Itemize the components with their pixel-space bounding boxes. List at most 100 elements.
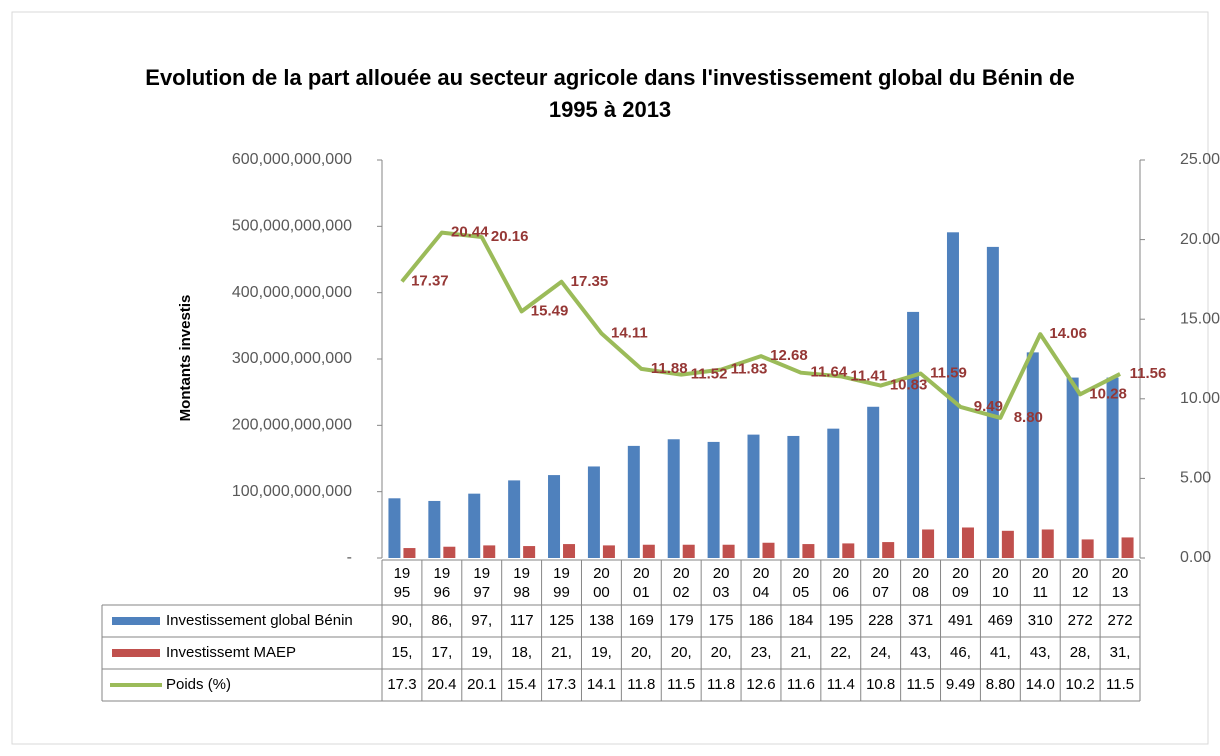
table-cell: 20, xyxy=(671,644,692,661)
bar xyxy=(548,475,561,558)
bar xyxy=(867,406,880,558)
x-tick-label: 2005 xyxy=(792,565,810,601)
y2-tick-label: 15.00 xyxy=(1180,310,1220,327)
y2-tick-label: 5.00 xyxy=(1180,470,1211,487)
bar xyxy=(523,546,536,558)
data-label: 14.11 xyxy=(611,324,648,341)
bar xyxy=(827,428,840,558)
table-cell: 272 xyxy=(1068,612,1093,629)
table-cell: 19, xyxy=(471,644,492,661)
bar xyxy=(986,246,999,558)
x-tick-label: 2010 xyxy=(992,565,1009,601)
table-cell: 17.3 xyxy=(387,676,416,693)
table-cell: 11.5 xyxy=(1106,676,1134,693)
legend-label: Investissement global Bénin xyxy=(166,612,353,629)
table-cell: 23, xyxy=(751,644,772,661)
bar xyxy=(388,498,401,558)
table-cell: 86, xyxy=(431,612,452,629)
table-cell: 28, xyxy=(1070,644,1091,661)
bar xyxy=(1081,539,1094,558)
table-cell: 21, xyxy=(790,644,811,661)
chart-border xyxy=(11,11,1209,745)
x-tick-label: 1996 xyxy=(433,565,451,601)
table-cell: 17, xyxy=(431,644,452,661)
y-tick-label: 500,000,000,000 xyxy=(232,218,352,235)
table-cell: 20, xyxy=(631,644,652,661)
table-cell: 97, xyxy=(471,612,492,629)
table-cell: 11.4 xyxy=(827,676,855,693)
line xyxy=(400,230,1121,420)
bar xyxy=(787,435,800,558)
data-label: 11.56 xyxy=(1130,365,1167,382)
table-cell: 169 xyxy=(629,612,654,629)
x-tick-label: 2004 xyxy=(752,565,770,601)
table-cell: 138 xyxy=(589,612,614,629)
bar xyxy=(907,311,920,558)
bar xyxy=(563,544,576,558)
table-cell: 15.4 xyxy=(507,676,536,693)
table-cell: 46, xyxy=(950,644,971,661)
table-cell: 21, xyxy=(551,644,572,661)
bar xyxy=(707,441,720,558)
table-cell: 10.2 xyxy=(1066,676,1095,693)
bar xyxy=(946,232,959,558)
bar xyxy=(961,527,974,558)
bar xyxy=(587,466,600,558)
table-cell: 15, xyxy=(392,644,413,661)
bar xyxy=(403,548,416,558)
x-tick-label: 1997 xyxy=(473,565,491,601)
x-tick-label: 2006 xyxy=(832,565,850,601)
data-label: 11.59 xyxy=(930,364,967,381)
bar xyxy=(762,542,775,558)
x-tick-label: 2003 xyxy=(712,565,730,601)
bar xyxy=(1026,352,1039,558)
bar xyxy=(483,545,496,558)
legend-swatch xyxy=(112,649,160,657)
table-cell: 184 xyxy=(788,612,813,629)
chart-title: Evolution de la part allouée au secteur … xyxy=(145,65,1075,122)
data-label: 11.41 xyxy=(850,367,887,384)
table-cell: 371 xyxy=(908,612,933,629)
bar xyxy=(468,493,481,558)
bar xyxy=(682,544,695,558)
bar xyxy=(508,480,521,558)
x-tick-label: 2011 xyxy=(1031,565,1049,601)
bar xyxy=(842,543,855,558)
table-cell: 186 xyxy=(748,612,773,629)
table-cell: 14.1 xyxy=(587,676,616,693)
data-label: 17.35 xyxy=(571,273,609,290)
x-tick-label: 2012 xyxy=(1071,565,1089,601)
table-cell: 43, xyxy=(1030,644,1051,661)
data-label: 20.44 xyxy=(451,224,489,241)
bar xyxy=(1001,530,1014,558)
table-cell: 125 xyxy=(549,612,574,629)
bar xyxy=(1121,537,1134,558)
x-tick-label: 2009 xyxy=(952,565,969,601)
data-label: 11.52 xyxy=(691,366,728,383)
y-tick-label: 200,000,000,000 xyxy=(232,417,352,434)
bar xyxy=(443,546,456,558)
data-label: 10.83 xyxy=(890,377,928,394)
bar xyxy=(1066,377,1079,558)
data-label: 11.64 xyxy=(810,364,847,381)
legend-swatch xyxy=(112,617,160,625)
table-cell: 9.49 xyxy=(946,676,975,693)
table-cell: 11.8 xyxy=(707,676,735,693)
bar xyxy=(602,545,615,558)
table-cell: 8.80 xyxy=(986,676,1015,693)
table-cell: 41, xyxy=(990,644,1011,661)
table-cell: 11.5 xyxy=(907,676,935,693)
bar xyxy=(747,434,760,558)
bar xyxy=(722,544,735,558)
bar xyxy=(627,445,640,558)
y2-tick-label: 20.00 xyxy=(1180,231,1220,248)
x-tick-label: 2000 xyxy=(593,565,610,601)
data-label: 14.06 xyxy=(1049,325,1087,342)
data-label: 9.49 xyxy=(974,398,1003,415)
legend-label: Investissemt MAEP xyxy=(166,644,296,661)
data-label: 10.28 xyxy=(1089,385,1127,402)
y-tick-label: - xyxy=(347,549,352,566)
table-cell: 31, xyxy=(1110,644,1131,661)
table-cell: 179 xyxy=(669,612,694,629)
